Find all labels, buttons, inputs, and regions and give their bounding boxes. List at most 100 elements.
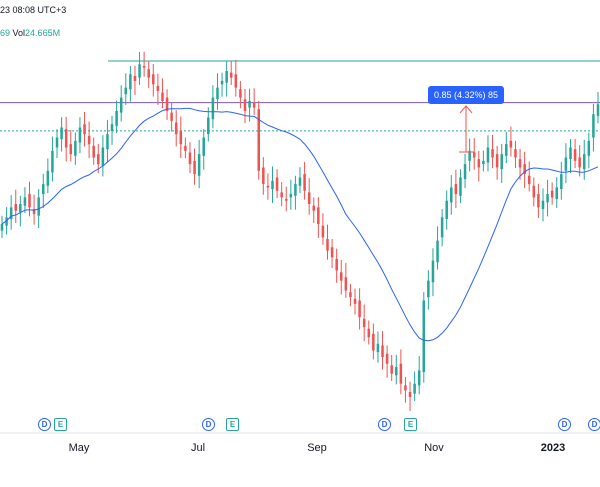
candle-body xyxy=(408,392,412,397)
candle-body xyxy=(596,104,600,116)
candle-body xyxy=(152,74,155,85)
candle-body xyxy=(376,343,380,353)
candle-body xyxy=(463,164,467,180)
earnings-event-icon[interactable]: E xyxy=(54,418,67,431)
candle-body xyxy=(119,97,123,113)
candle-body xyxy=(243,99,247,111)
candle-body xyxy=(390,365,393,374)
candle-body xyxy=(257,109,260,171)
candle-body xyxy=(271,180,274,190)
candle-body xyxy=(0,224,4,231)
dividend-event-icon[interactable]: D xyxy=(202,418,215,431)
candle-body xyxy=(340,272,343,281)
candle-body xyxy=(468,150,471,161)
candle-body xyxy=(69,144,73,155)
candle-body xyxy=(19,204,22,213)
candle-body xyxy=(417,370,421,386)
candle-body xyxy=(367,328,371,338)
candle-body xyxy=(28,194,31,208)
candle-body xyxy=(142,65,146,68)
candle-body xyxy=(317,207,320,225)
candle-body xyxy=(349,292,352,298)
candle-body xyxy=(399,363,403,384)
candle-body xyxy=(220,80,224,85)
candle-body xyxy=(500,154,503,170)
candle-body xyxy=(472,152,476,158)
candle-body xyxy=(555,187,558,200)
candle-body xyxy=(184,145,187,151)
candle-body xyxy=(129,74,132,90)
candle-body xyxy=(537,194,540,208)
candle-body xyxy=(64,129,68,148)
candle-body xyxy=(550,190,554,198)
candle-body xyxy=(395,367,398,376)
candle-body xyxy=(427,280,430,298)
candle-body xyxy=(422,300,426,373)
candle-body xyxy=(527,175,531,185)
candle-body xyxy=(459,177,462,196)
candle-body xyxy=(32,209,36,215)
candle-body xyxy=(326,238,329,251)
candle-body xyxy=(252,102,256,108)
candle-body xyxy=(197,154,201,176)
dividend-event-icon[interactable]: D xyxy=(38,418,51,431)
candle-body xyxy=(229,72,233,78)
header-vol-fragment: 69 xyxy=(0,28,11,38)
candle-body xyxy=(55,137,59,148)
candle-body xyxy=(413,383,416,394)
candle-body xyxy=(83,124,86,135)
candle-body xyxy=(289,194,293,198)
candle-body xyxy=(275,177,279,191)
candle-body xyxy=(46,170,50,186)
candle-body xyxy=(385,353,389,364)
candle-body xyxy=(358,300,361,318)
candle-body xyxy=(532,185,536,198)
candle-body xyxy=(115,110,118,126)
candle-body xyxy=(110,124,114,131)
candle-body xyxy=(450,187,453,203)
x-axis-tick-label: May xyxy=(68,442,90,454)
candle-body xyxy=(592,114,595,138)
candle-body xyxy=(165,97,169,111)
candle-body xyxy=(303,174,306,191)
candle-body xyxy=(97,154,100,165)
earnings-event-icon[interactable]: E xyxy=(404,418,417,431)
candle-body xyxy=(133,75,137,81)
candle-body xyxy=(225,70,228,83)
candle-body xyxy=(207,117,210,135)
x-axis-tick-label: 2023 xyxy=(540,442,566,454)
candle-body xyxy=(491,149,494,158)
candle-body xyxy=(335,258,338,271)
candle-body xyxy=(541,200,545,210)
dividend-event-icon[interactable]: D xyxy=(588,418,600,431)
candle-body xyxy=(505,144,508,156)
candle-body xyxy=(436,240,439,263)
candle-body xyxy=(372,333,375,351)
candle-body xyxy=(330,247,334,258)
header-time: 23 08:08 UTC+3 xyxy=(0,5,67,15)
candle-body xyxy=(307,192,311,205)
x-axis-tick-label: Nov xyxy=(424,442,444,454)
candle-body xyxy=(106,134,109,150)
candle-body xyxy=(239,89,242,98)
candle-body xyxy=(477,159,481,168)
candle-body xyxy=(381,345,384,358)
candle-body xyxy=(486,147,490,163)
candle-body xyxy=(262,167,265,185)
candle-body xyxy=(482,160,485,165)
dividend-event-icon[interactable]: D xyxy=(378,418,391,431)
candle-body xyxy=(518,159,522,168)
candle-body xyxy=(193,160,196,175)
measure-label[interactable]: 0.85 (4.32%) 85 xyxy=(428,86,504,104)
candle-body xyxy=(546,194,549,203)
moving-average-line xyxy=(1,107,599,342)
earnings-event-icon[interactable]: E xyxy=(226,418,239,431)
candle-body xyxy=(321,225,325,238)
candle-body xyxy=(495,154,499,168)
candle-body xyxy=(42,184,45,195)
candle-body xyxy=(587,140,591,156)
candle-body xyxy=(454,184,458,195)
dividend-event-icon[interactable]: D xyxy=(558,418,571,431)
candle-body xyxy=(266,185,270,188)
